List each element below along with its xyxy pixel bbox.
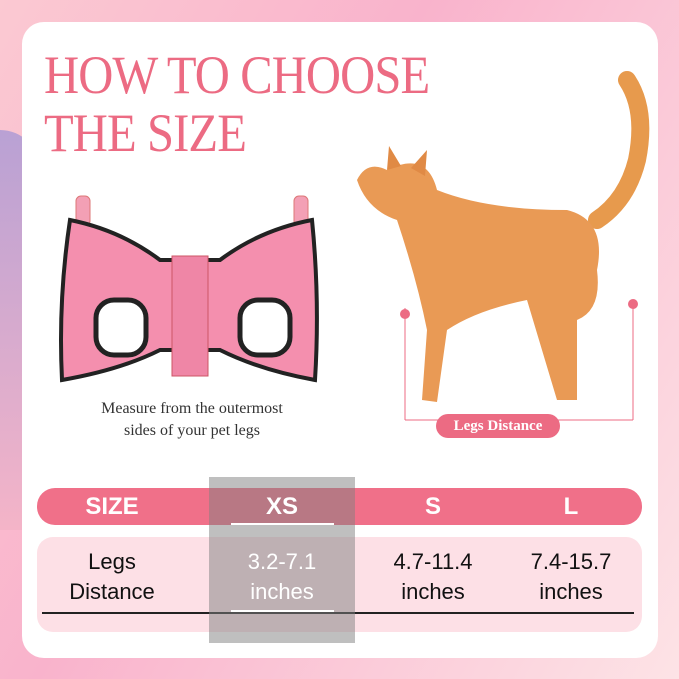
- title-line: HOW TO CHOOSE: [44, 45, 430, 105]
- pink-harness-image: [59, 195, 319, 383]
- range: 3.2-7.1: [247, 549, 317, 574]
- xs-highlight: [209, 477, 355, 643]
- caption-line: sides of your pet legs: [124, 422, 260, 439]
- header-l: L: [563, 493, 579, 520]
- header-s: S: [424, 493, 441, 520]
- value-s: 4.7-11.4 inches: [360, 547, 506, 607]
- unit: inches: [401, 579, 465, 604]
- row-label-line: Legs: [88, 549, 136, 574]
- row-label: Legs Distance: [39, 547, 185, 607]
- caption-line: Measure from the outermost: [101, 400, 283, 417]
- legs-distance-label: Legs Distance: [436, 414, 560, 438]
- unit: inches: [539, 579, 603, 604]
- value-l: 7.4-15.7 inches: [498, 547, 644, 607]
- page-title: HOW TO CHOOSE THE SIZE: [44, 45, 430, 163]
- range: 4.7-11.4: [393, 549, 473, 574]
- header-size: SIZE: [85, 493, 139, 520]
- xs-underline: [231, 610, 334, 612]
- header-xs: XS: [265, 493, 298, 520]
- title-line: THE SIZE: [44, 103, 247, 163]
- xs-underline: [231, 523, 334, 525]
- row-label-line: Distance: [69, 579, 155, 604]
- size-guide-card: HOW TO CHOOSE THE SIZE Measure from the …: [22, 22, 658, 658]
- orange-cat-image: [357, 71, 650, 421]
- measure-caption: Measure from the outermost sides of your…: [42, 398, 342, 442]
- value-xs: 3.2-7.1 inches: [209, 547, 355, 607]
- range: 7.4-15.7: [530, 549, 612, 574]
- unit: inches: [250, 579, 314, 604]
